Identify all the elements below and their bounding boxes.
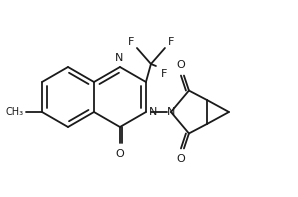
Text: F: F xyxy=(161,69,167,79)
Text: O: O xyxy=(177,154,185,164)
Text: O: O xyxy=(116,149,124,159)
Text: F: F xyxy=(128,37,134,47)
Text: O: O xyxy=(177,59,185,70)
Text: CH₃: CH₃ xyxy=(6,107,24,117)
Text: N: N xyxy=(149,107,157,117)
Text: N: N xyxy=(167,107,175,117)
Text: N: N xyxy=(115,53,123,63)
Text: F: F xyxy=(168,37,174,47)
